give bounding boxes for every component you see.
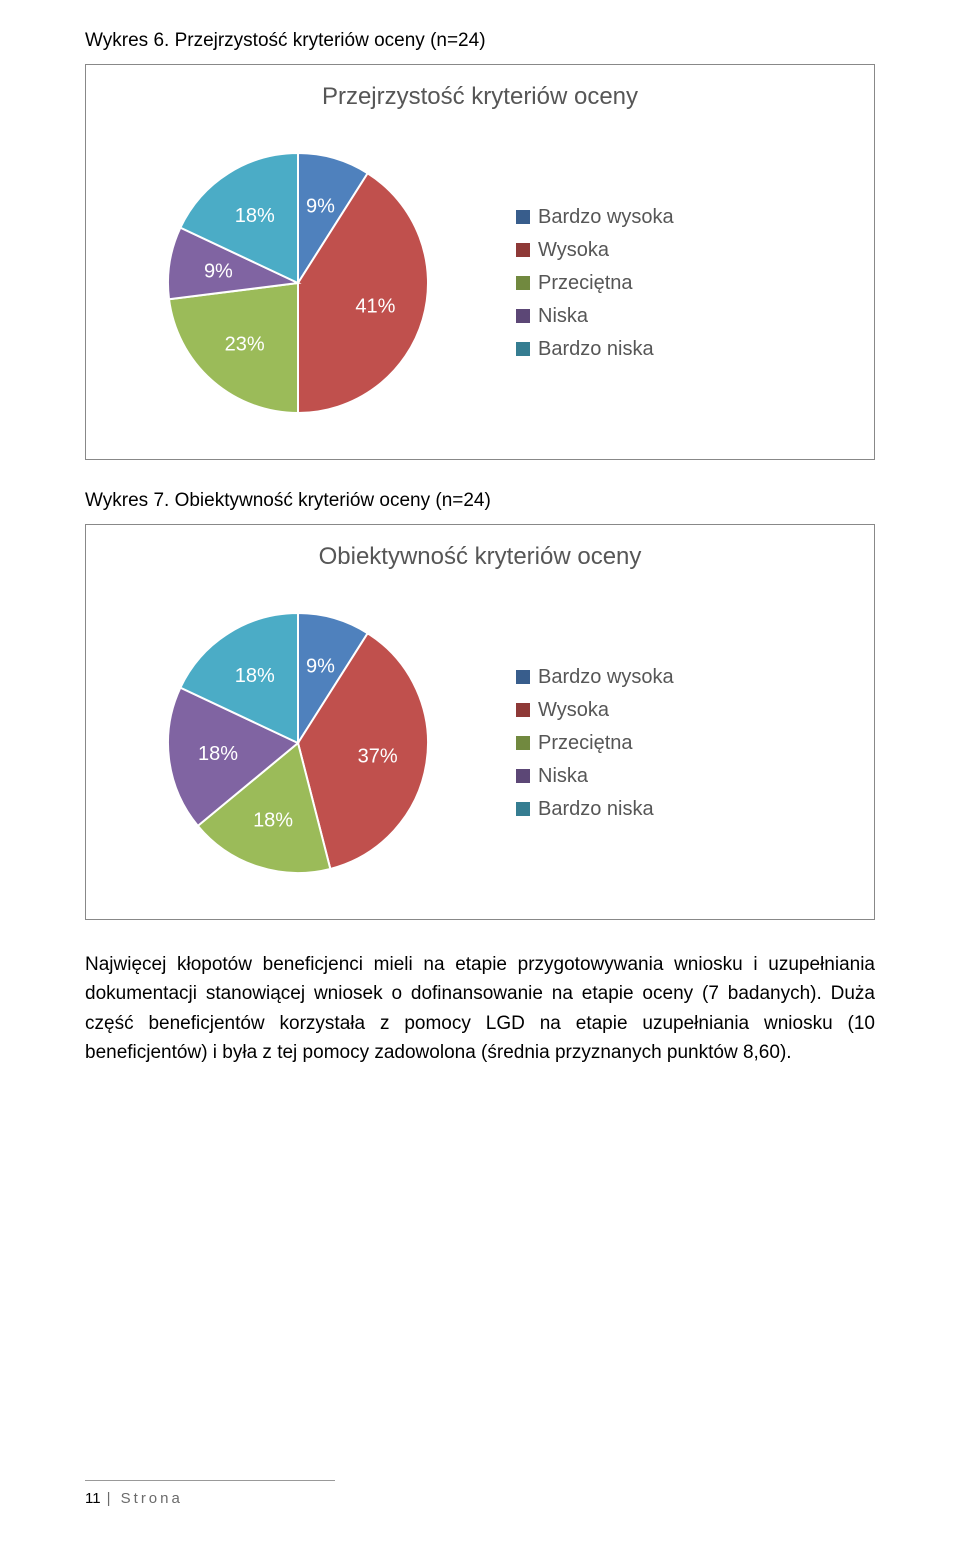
chart-title-2: Obiektywność kryteriów oceny	[108, 543, 852, 571]
swatch-icon	[516, 210, 530, 224]
svg-text:9%: 9%	[204, 260, 233, 282]
swatch-icon	[516, 276, 530, 290]
svg-text:23%: 23%	[225, 333, 265, 355]
legend-label: Bardzo niska	[538, 338, 654, 361]
chart-title-1: Przejrzystość kryteriów oceny	[108, 83, 852, 111]
legend-item: Wysoka	[516, 699, 674, 722]
legend-item: Przeciętna	[516, 272, 674, 295]
legend-label: Przeciętna	[538, 732, 633, 755]
svg-text:37%: 37%	[358, 746, 398, 768]
legend-item: Wysoka	[516, 239, 674, 262]
svg-text:9%: 9%	[306, 656, 335, 678]
swatch-icon	[516, 802, 530, 816]
page-number: 11	[85, 1490, 101, 1507]
chart-box-1: Przejrzystość kryteriów oceny 9%41%23%9%…	[85, 64, 875, 460]
legend-label: Bardzo wysoka	[538, 666, 674, 689]
footer-divider	[85, 1480, 335, 1481]
footer-label: | Strona	[107, 1490, 183, 1507]
body-paragraph: Najwięcej kłopotów beneficjenci mieli na…	[85, 950, 875, 1068]
legend-label: Niska	[538, 765, 588, 788]
legend-item: Przeciętna	[516, 732, 674, 755]
legend-label: Niska	[538, 305, 588, 328]
swatch-icon	[516, 703, 530, 717]
page-footer: 11 | Strona	[85, 1490, 183, 1507]
swatch-icon	[516, 309, 530, 323]
chart-box-2: Obiektywność kryteriów oceny 9% 37% 18% 18%…	[85, 524, 875, 920]
figure-caption-2: Wykres 7. Obiektywność kryteriów oceny (…	[85, 490, 875, 512]
legend-2: Bardzo wysoka Wysoka Przeciętna Niska Ba…	[516, 656, 674, 831]
legend-item: Niska	[516, 305, 674, 328]
swatch-icon	[516, 243, 530, 257]
swatch-icon	[516, 736, 530, 750]
swatch-icon	[516, 342, 530, 356]
svg-text:18%: 18%	[235, 205, 275, 227]
legend-label: Wysoka	[538, 699, 609, 722]
legend-label: Wysoka	[538, 239, 609, 262]
pie-chart-1: 9% 41% 23% 9% 18%	[108, 133, 488, 433]
legend-item: Bardzo wysoka	[516, 666, 674, 689]
legend-label: Przeciętna	[538, 272, 633, 295]
legend-item: Niska	[516, 765, 674, 788]
legend-1: Bardzo wysoka Wysoka Przeciętna Niska Ba…	[516, 196, 674, 371]
pie-chart-2: 9% 37% 18% 18% 18%	[108, 593, 488, 893]
legend-item: Bardzo niska	[516, 338, 674, 361]
legend-label: Bardzo niska	[538, 798, 654, 821]
swatch-icon	[516, 769, 530, 783]
legend-item: Bardzo niska	[516, 798, 674, 821]
legend-item: Bardzo wysoka	[516, 206, 674, 229]
swatch-icon	[516, 670, 530, 684]
svg-text:9%: 9%	[306, 196, 335, 218]
svg-text:18%: 18%	[235, 665, 275, 687]
figure-caption-1: Wykres 6. Przejrzystość kryteriów oceny …	[85, 30, 875, 52]
svg-text:18%: 18%	[253, 810, 293, 832]
svg-text:18%: 18%	[198, 743, 238, 765]
svg-text:41%: 41%	[355, 295, 395, 317]
legend-label: Bardzo wysoka	[538, 206, 674, 229]
